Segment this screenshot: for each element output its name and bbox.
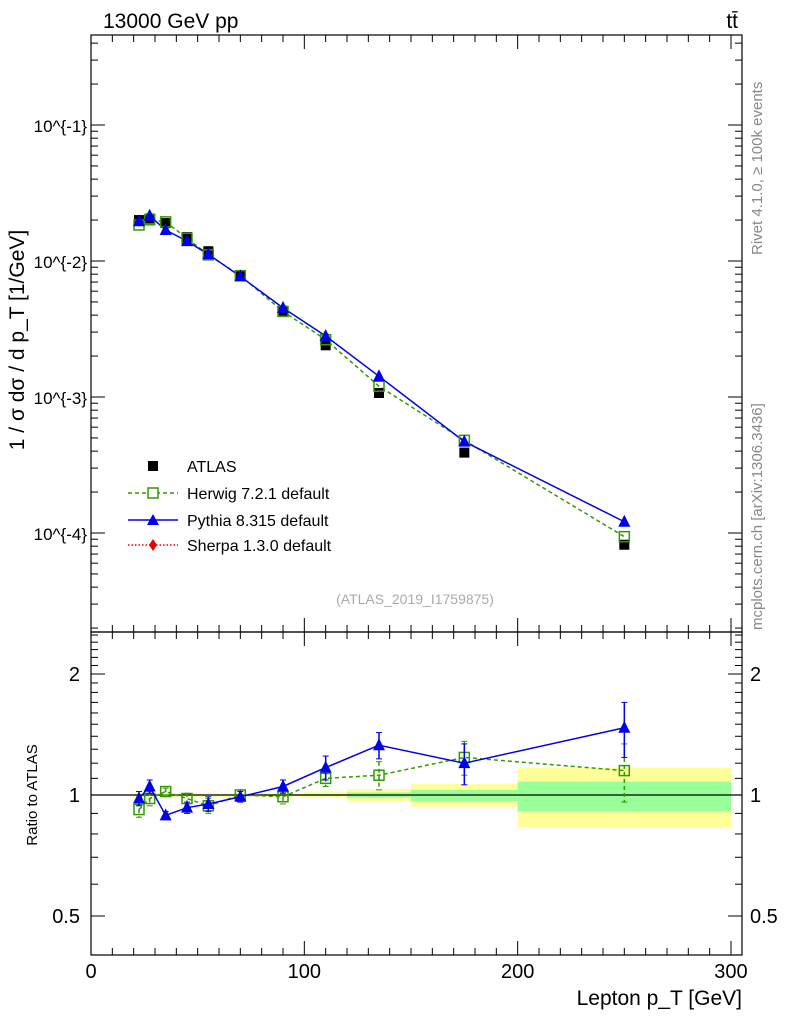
pythia-point [234, 269, 247, 282]
axis-ticks [90, 35, 742, 956]
herwig-point [373, 769, 385, 781]
pythia-point [372, 738, 385, 751]
ratio-y-axis-label: Ratio to ATLAS [24, 744, 41, 845]
ratio-y-tick-label-left: 1 [69, 785, 80, 807]
rivet-version-label: Rivet 4.1.0, ≥ 100k events [749, 82, 766, 255]
legend: ATLAS Herwig 7.2.1 default Pythia 8.315 … [128, 459, 332, 555]
process-label: 13000 GeV pp [103, 10, 238, 33]
main-y-axis-label: 1 / σ dσ / d p_T [1/GeV] [6, 230, 29, 450]
ratio-y-tick-label-left: 0.5 [52, 906, 80, 928]
ratio-y-tick-label-left: 2 [69, 664, 80, 686]
pythia-point [159, 223, 172, 236]
x-tick-label: 300 [714, 961, 747, 983]
main-y-tick-label: 10^{-2} [34, 253, 88, 272]
pythia-point [458, 756, 471, 769]
pythia-point [159, 808, 172, 821]
pythia-point [132, 791, 145, 804]
legend-sherpa-label: Sherpa 1.3.0 default [187, 538, 332, 555]
legend-sherpa-marker [149, 539, 157, 551]
pythia-point [143, 779, 156, 792]
legend-atlas-label: ATLAS [187, 459, 237, 476]
legend-pythia-marker [147, 514, 159, 525]
legend-atlas-marker [148, 461, 158, 471]
pythia-point [202, 796, 215, 809]
herwig-ratio-line [138, 756, 625, 811]
pythia-point [234, 789, 247, 802]
x-tick-label: 200 [501, 961, 534, 983]
x-tick-label: 0 [85, 961, 96, 983]
pythia-point [143, 208, 156, 221]
final-state-label: tt̄ [726, 10, 738, 33]
pythia-point [618, 720, 631, 733]
ratio-panel-frame [90, 631, 743, 956]
pythia-point [276, 779, 289, 792]
analysis-watermark: (ATLAS_2019_I1759875) [336, 591, 494, 607]
main-y-tick-label: 10^{-1} [34, 117, 88, 136]
ratio-uncertainty-bands [133, 767, 731, 828]
legend-herwig-marker [147, 487, 159, 499]
source-label: mcplots.cern.ch [arXiv:1306.3436] [749, 403, 766, 630]
ratio-y-tick-label-right: 1 [750, 785, 761, 807]
legend-pythia-label: Pythia 8.315 default [187, 513, 329, 530]
pythia-point [458, 434, 471, 447]
ratio-y-tick-label-right: 0.5 [750, 906, 778, 928]
main-y-tick-label: 10^{-4} [34, 525, 88, 544]
pythia-point [372, 369, 385, 382]
pythia-point [132, 214, 145, 227]
atlas-point [619, 539, 630, 550]
main-y-tick-label: 10^{-3} [34, 389, 88, 408]
pythia-point [180, 234, 193, 247]
tick-labels: 10^{-1} 10^{-2} 10^{-3} 10^{-4} 0.5 0.5 1 1… [34, 117, 778, 983]
x-axis-label: Lepton p_T [GeV] [577, 987, 742, 1010]
legend-herwig-label: Herwig 7.2.1 default [187, 486, 330, 503]
pythia-point [180, 800, 193, 813]
data-series [132, 208, 631, 821]
herwig-point [618, 764, 631, 777]
herwig-point [618, 530, 631, 543]
herwig-point [159, 785, 172, 798]
pythia-point [276, 300, 289, 313]
pythia-point [319, 328, 332, 341]
pythia-point [202, 247, 215, 260]
x-tick-label: 100 [288, 961, 321, 983]
atlas-point [459, 447, 470, 458]
atlas-point [373, 388, 384, 399]
ratio-y-tick-label-right: 2 [750, 664, 761, 686]
pythia-point [618, 514, 631, 527]
pythia-point [319, 760, 332, 773]
